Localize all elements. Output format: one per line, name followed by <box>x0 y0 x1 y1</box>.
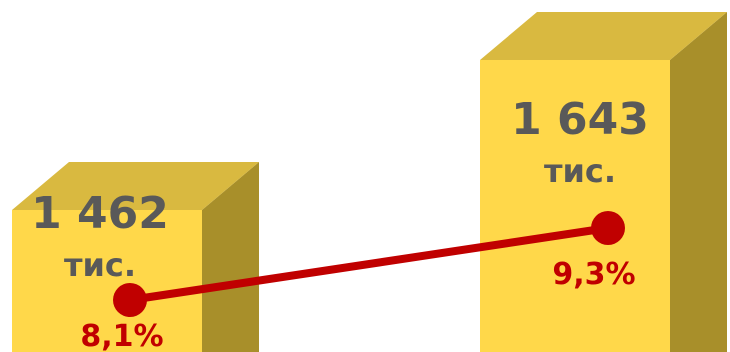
bar-2-value-label: 1 643 <box>511 94 649 145</box>
bar-2-front <box>480 60 670 352</box>
bars-layer <box>12 12 727 352</box>
value-labels: 1 462 тис. 1 643 тис. <box>31 94 649 284</box>
bar-2 <box>480 12 727 352</box>
percent-label-1: 8,1% <box>80 319 163 352</box>
bar-2-top <box>480 12 727 60</box>
bar-1 <box>12 162 259 352</box>
percent-line <box>126 224 612 304</box>
bar-1-front <box>12 210 202 352</box>
percent-line-layer: 8,1% 9,3% <box>80 211 636 352</box>
percent-point-1 <box>113 283 147 317</box>
bar-2-side <box>670 12 727 352</box>
bar-1-side <box>202 162 259 352</box>
bar-2-unit-label: тис. <box>544 152 616 190</box>
bar-1-unit-label: тис. <box>64 246 136 284</box>
percent-label-2: 9,3% <box>552 257 635 292</box>
bar-1-value-label: 1 462 <box>31 188 169 239</box>
percent-point-2 <box>591 211 625 245</box>
bar-1-top <box>12 162 259 210</box>
